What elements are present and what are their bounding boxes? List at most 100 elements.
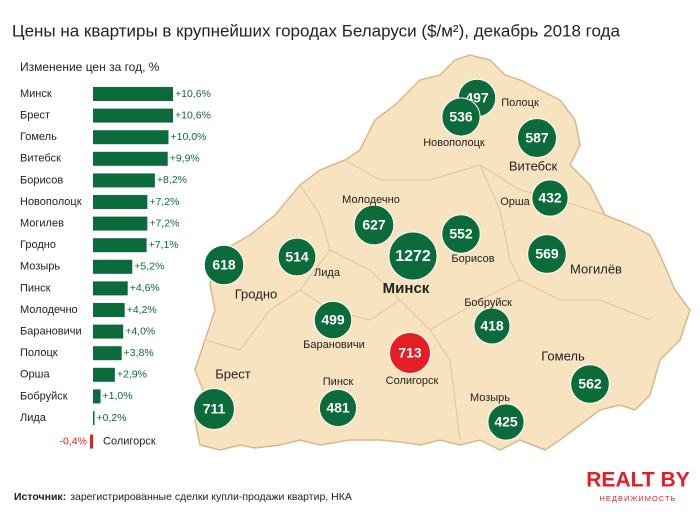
value-label: +8,2% <box>157 174 187 186</box>
city-value: 432 <box>538 190 562 206</box>
city-name: Орша <box>500 196 530 208</box>
source: Источник: зарегистрированные сделки купли… <box>14 491 352 503</box>
category-label: Витебск <box>20 153 61 165</box>
city-name: Гродно <box>235 286 277 301</box>
category-label: Бобруйск <box>20 390 68 402</box>
bar <box>93 259 133 274</box>
category-label: Орша <box>20 369 50 381</box>
value-label: +4,0% <box>125 325 155 337</box>
bar-chart-title: Изменение цен за год, % <box>20 60 160 74</box>
value-label: +4,2% <box>127 304 157 316</box>
value-label: +10,6% <box>175 109 211 121</box>
value-label: +9,9% <box>170 153 200 165</box>
map-outline <box>194 54 691 451</box>
city-bubble <box>473 307 511 345</box>
bar <box>93 367 115 382</box>
city-bubble <box>388 231 438 281</box>
city-name: Пинск <box>323 376 354 388</box>
value-label: +7,2% <box>149 217 179 229</box>
category-label: Гродно <box>20 239 56 251</box>
category-label: Барановичи <box>20 326 82 338</box>
source-label: Источник: <box>14 491 66 503</box>
category-label: Солигорск <box>103 436 156 448</box>
category-label: Минск <box>20 88 52 100</box>
city-bubble <box>531 179 569 217</box>
city-name: Солигорск <box>386 375 439 387</box>
city-bubble <box>570 364 610 404</box>
city-name: Барановичи <box>303 339 365 351</box>
category-label: Полоцк <box>20 347 58 359</box>
bar <box>93 130 169 145</box>
city-name: Мозырь <box>470 392 510 404</box>
bar <box>93 216 148 231</box>
value-label: +3,8% <box>124 347 154 359</box>
bar <box>93 238 147 253</box>
source-text: зарегистрированные сделки купли-продажи … <box>70 491 352 503</box>
city-value: 552 <box>449 226 473 242</box>
city-value: 536 <box>449 109 473 125</box>
city-value: 587 <box>525 130 549 146</box>
category-label: Пинск <box>20 282 51 294</box>
city-name: Полоцк <box>501 97 539 109</box>
city-value: 481 <box>326 400 350 416</box>
category-label: Могилев <box>20 218 64 230</box>
bar <box>93 151 168 166</box>
bar <box>93 281 128 296</box>
city-bubble <box>527 234 567 274</box>
city-name: Могилёв <box>570 261 622 276</box>
category-label: Мозырь <box>20 261 60 273</box>
category-label: Гомель <box>20 131 57 143</box>
value-label: +2,9% <box>117 369 147 381</box>
value-label: -0,4% <box>60 435 87 447</box>
bar <box>89 434 93 449</box>
city-bubble <box>203 244 245 286</box>
city-name: Лида <box>314 267 341 279</box>
city-value: 425 <box>494 414 518 430</box>
city-bubble <box>441 214 481 254</box>
bar <box>93 346 122 361</box>
bar <box>93 303 125 317</box>
city-value: 618 <box>212 257 236 273</box>
city-name: Борисов <box>451 253 494 265</box>
logo-title: REALT BY <box>586 469 689 492</box>
region-borders <box>204 159 651 441</box>
city-bubble <box>516 117 558 159</box>
bar <box>93 195 148 209</box>
city-value: 713 <box>398 345 422 361</box>
bar <box>93 173 155 188</box>
value-label: +7,2% <box>149 196 179 208</box>
city-name: Гомель <box>541 348 585 363</box>
value-label: +4,6% <box>130 282 160 294</box>
city-value: 627 <box>362 217 386 233</box>
city-bubble <box>353 204 395 246</box>
bar <box>93 108 173 123</box>
city-value: 562 <box>578 376 602 392</box>
category-label: Лида <box>20 412 47 424</box>
logo-subtitle: НЕДВИЖИМОСТЬ <box>600 494 677 503</box>
category-label: Новополоцк <box>20 196 82 208</box>
category-label: Молодечно <box>20 304 78 316</box>
city-value: 514 <box>285 249 309 265</box>
city-name: Минск <box>383 280 430 297</box>
city-bubble <box>313 300 353 340</box>
value-label: +10,6% <box>175 88 211 100</box>
bar <box>93 87 173 101</box>
bar <box>93 324 124 339</box>
city-bubble <box>441 97 481 137</box>
city-bubble <box>389 332 431 374</box>
city-value: 711 <box>203 401 226 417</box>
chart-title: Цены на квартиры в крупнейших городах Бе… <box>12 21 620 40</box>
city-name: Бобруйск <box>464 297 512 309</box>
city-bubble <box>193 388 235 430</box>
bar <box>93 411 95 425</box>
city-name: Витебск <box>509 158 558 173</box>
city-bubble <box>318 388 358 428</box>
city-name: Новополоцк <box>423 137 485 149</box>
value-label: +5,2% <box>134 261 164 273</box>
city-bubble <box>487 403 525 441</box>
city-bubble <box>277 237 317 277</box>
value-label: +1,0% <box>103 390 133 402</box>
city-value: 499 <box>321 312 345 328</box>
value-label: +0,2% <box>97 412 127 424</box>
